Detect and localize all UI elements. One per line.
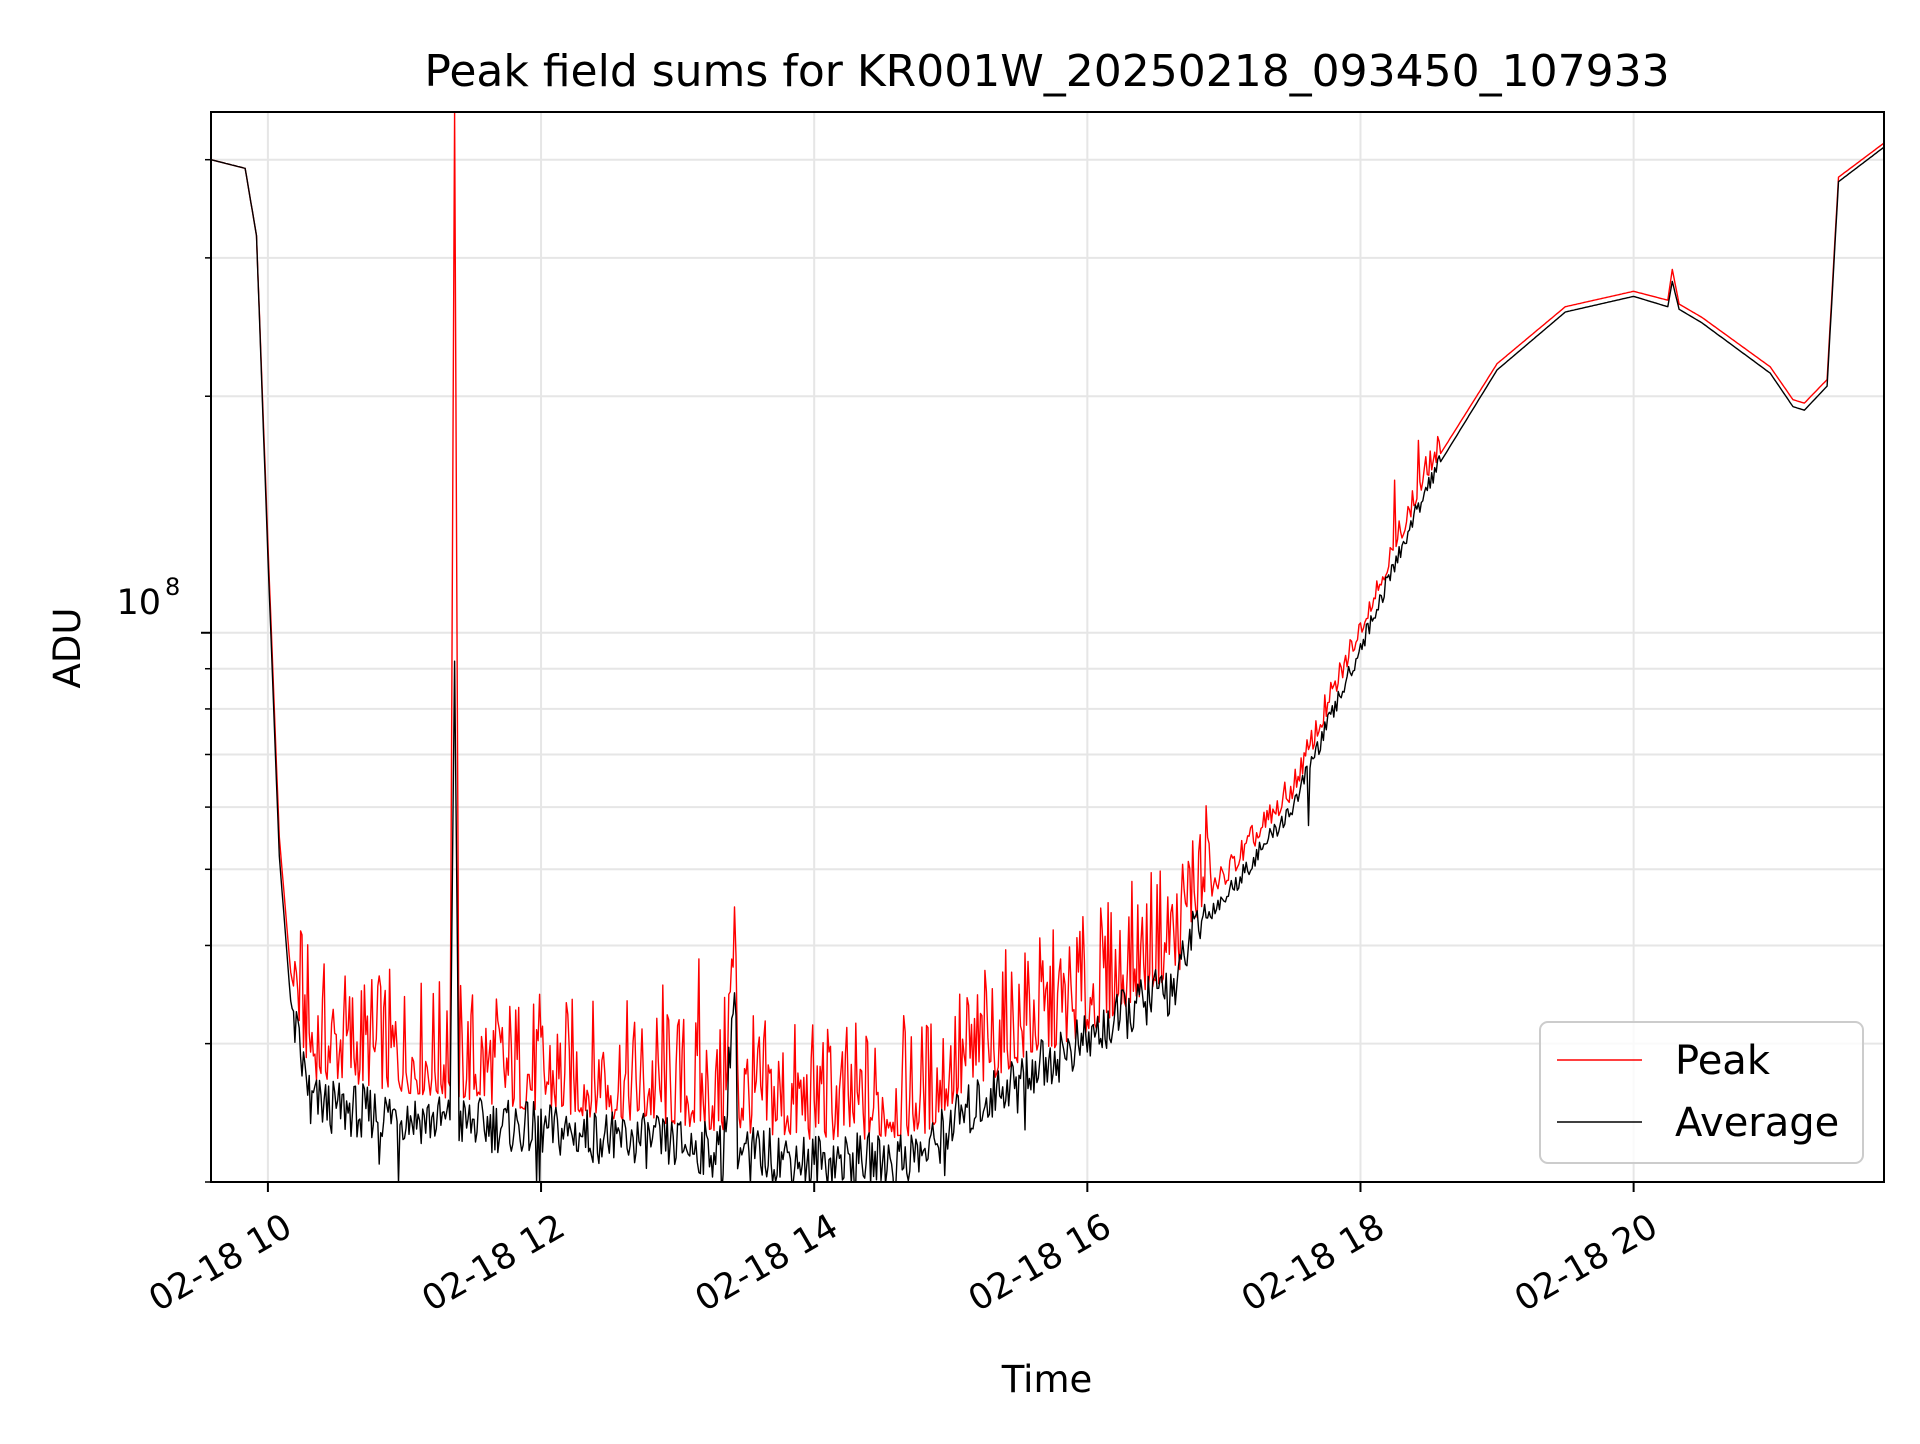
series-line-average [211,146,1884,1182]
legend: Peak Average [1539,1021,1864,1164]
plot-frame [210,111,1885,1183]
y-tick-label-exponent: 8 [165,573,180,601]
x-axis-label: Time [1001,1358,1093,1401]
y-tick-label-base: 10 [116,583,161,623]
legend-label-peak: Peak [1675,1038,1771,1084]
y-tick-label-1e8: 10 8 [116,573,180,623]
plot-area [211,112,1884,1182]
series-line-peak [211,112,1884,1141]
legend-label-average: Average [1675,1100,1839,1146]
y-axis-label: ADU [46,608,89,689]
chart-title: Peak field sums for KR001W_20250218_0934… [424,46,1669,97]
legend-box [1539,1021,1864,1164]
